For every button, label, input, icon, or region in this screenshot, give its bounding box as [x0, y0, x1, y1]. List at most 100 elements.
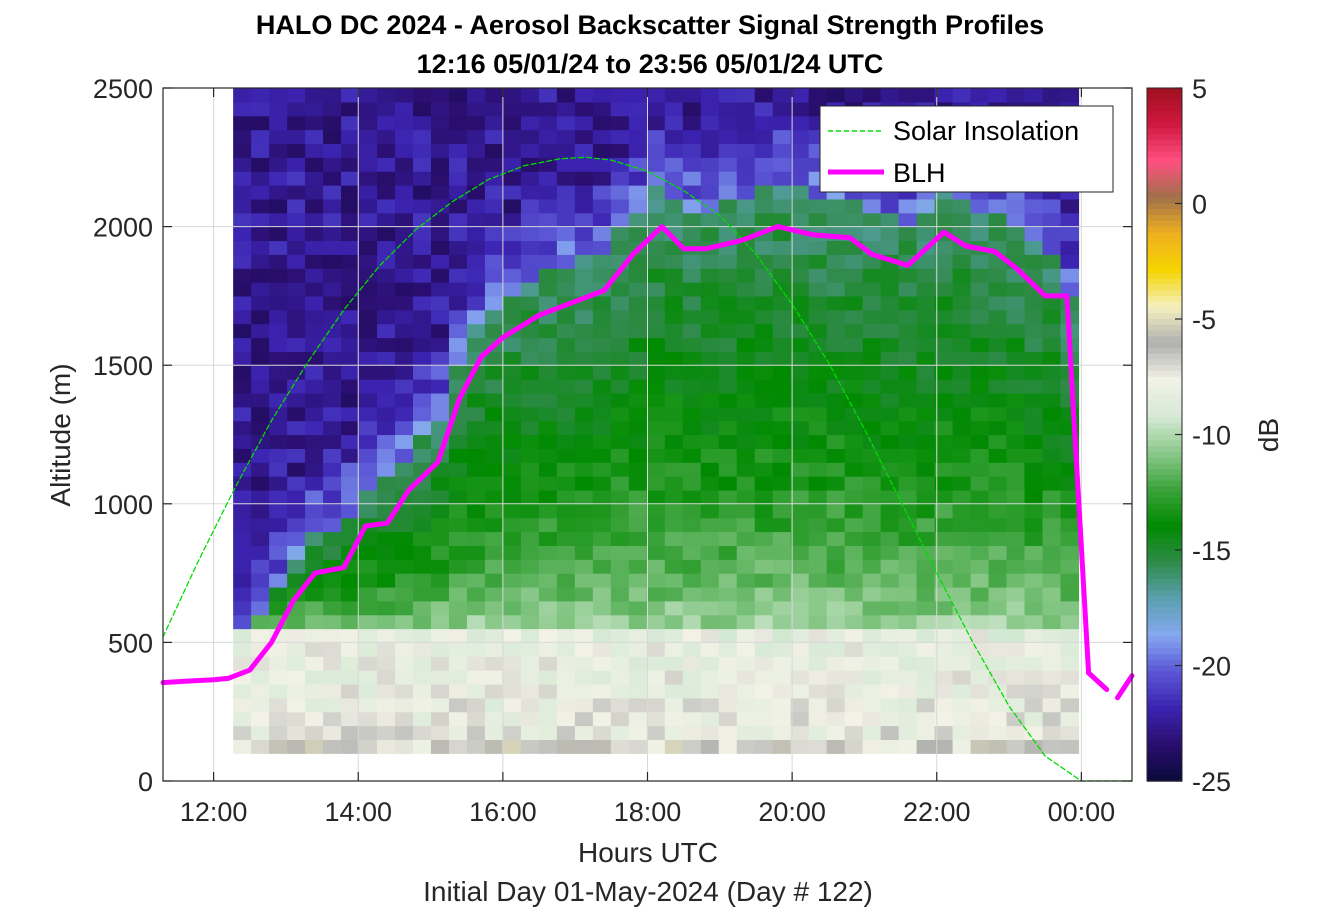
heatmap-cell	[377, 157, 396, 172]
heatmap-cell	[718, 226, 738, 242]
heatmap-cell	[323, 282, 342, 297]
heatmap-cell	[718, 614, 738, 630]
heatmap-cell	[556, 198, 576, 214]
heatmap-cell	[323, 88, 342, 103]
heatmap-cell	[305, 683, 324, 699]
heatmap-cell	[754, 337, 774, 352]
heatmap-cell	[1006, 420, 1026, 436]
heatmap-cell	[970, 739, 990, 754]
heatmap-cell	[952, 406, 972, 422]
heatmap-cell	[754, 462, 774, 477]
colorbar-segment	[1147, 249, 1182, 257]
heatmap-cell	[413, 573, 432, 588]
heatmap-cell	[323, 337, 342, 352]
heatmap-cell	[1006, 725, 1026, 741]
heatmap-cell	[395, 420, 414, 436]
heatmap-cell	[592, 171, 612, 186]
heatmap-cell	[251, 309, 270, 325]
heatmap-cell	[754, 171, 774, 186]
heatmap-cell	[538, 725, 558, 741]
heatmap-cell	[808, 725, 828, 741]
heatmap-cell	[880, 642, 900, 657]
colorbar-segment	[1147, 422, 1182, 430]
heatmap-cell	[341, 725, 360, 741]
heatmap-cell	[898, 420, 918, 436]
heatmap-cell	[430, 379, 450, 394]
colorbar-segment	[1147, 336, 1182, 343]
colorbar-segment	[1147, 446, 1182, 453]
heatmap-cell	[934, 351, 954, 366]
heatmap-cell	[772, 725, 792, 741]
heatmap-cell	[970, 351, 990, 366]
heatmap-cell	[1042, 697, 1062, 713]
heatmap-cell	[341, 171, 360, 186]
heatmap-cell	[682, 198, 702, 214]
heatmap-cell	[628, 531, 648, 546]
heatmap-cell	[700, 711, 720, 727]
heatmap-cell	[287, 392, 306, 408]
heatmap-cell	[395, 683, 414, 699]
heatmap-cell	[880, 683, 900, 699]
heatmap-cell	[790, 573, 810, 588]
heatmap-cell	[413, 725, 432, 741]
heatmap-cell	[1042, 268, 1062, 283]
heatmap-cell	[377, 198, 396, 214]
colorbar-segment	[1147, 642, 1182, 649]
colorbar-segment	[1147, 330, 1182, 338]
heatmap-cell	[700, 614, 720, 630]
heatmap-cell	[484, 88, 504, 103]
heatmap-cell	[251, 573, 270, 588]
heatmap-cell	[988, 88, 1008, 103]
heatmap-cell	[305, 670, 324, 685]
heatmap-cell	[970, 628, 990, 643]
heatmap-cell	[287, 697, 306, 713]
heatmap-cell	[808, 462, 828, 477]
heatmap-cell	[1006, 656, 1026, 671]
heatmap-cell	[682, 600, 702, 616]
heatmap-cell	[754, 129, 774, 145]
heatmap-cell	[502, 434, 522, 449]
heatmap-cell	[610, 406, 630, 422]
heatmap-cell	[287, 115, 306, 131]
heatmap-cell	[484, 517, 504, 533]
heatmap-cell	[233, 448, 252, 463]
heatmap-cell	[700, 88, 720, 103]
heatmap-cell	[862, 545, 882, 560]
heatmap-cell	[1006, 337, 1026, 352]
heatmap-cell	[808, 670, 828, 685]
heatmap-cell	[466, 129, 486, 145]
heatmap-cell	[916, 392, 936, 408]
heatmap-cell	[233, 365, 252, 380]
heatmap-cell	[1042, 476, 1062, 491]
colorbar-segment	[1147, 399, 1182, 407]
heatmap-cell	[1024, 489, 1044, 505]
colorbar-segment	[1147, 116, 1182, 124]
heatmap-cell	[610, 392, 630, 408]
heatmap-cell	[502, 185, 522, 200]
heatmap-cell	[1024, 614, 1044, 630]
colorbar: 50-5-10-15-20-25 dB	[1146, 74, 1284, 797]
heatmap-cell	[880, 226, 900, 242]
heatmap-cell	[970, 212, 990, 228]
heatmap-cell	[484, 476, 504, 491]
heatmap-cell	[646, 115, 666, 131]
heatmap-cell	[628, 517, 648, 533]
heatmap-cell	[772, 157, 792, 172]
heatmap-cell	[323, 351, 342, 366]
heatmap-cell	[808, 531, 828, 546]
heatmap-cell	[359, 365, 378, 380]
heatmap-cell	[413, 489, 432, 505]
heatmap-cell	[1006, 628, 1026, 643]
heatmap-cell	[341, 365, 360, 380]
heatmap-cell	[898, 628, 918, 643]
heatmap-cell	[448, 628, 468, 643]
heatmap-cell	[916, 226, 936, 242]
heatmap-cell	[916, 282, 936, 297]
heatmap-cell	[251, 268, 270, 283]
heatmap-cell	[1042, 309, 1062, 325]
heatmap-cell	[844, 697, 864, 713]
heatmap-cell	[736, 545, 756, 560]
heatmap-cell	[1006, 226, 1026, 242]
heatmap-cell	[700, 683, 720, 699]
heatmap-cell	[287, 254, 306, 269]
